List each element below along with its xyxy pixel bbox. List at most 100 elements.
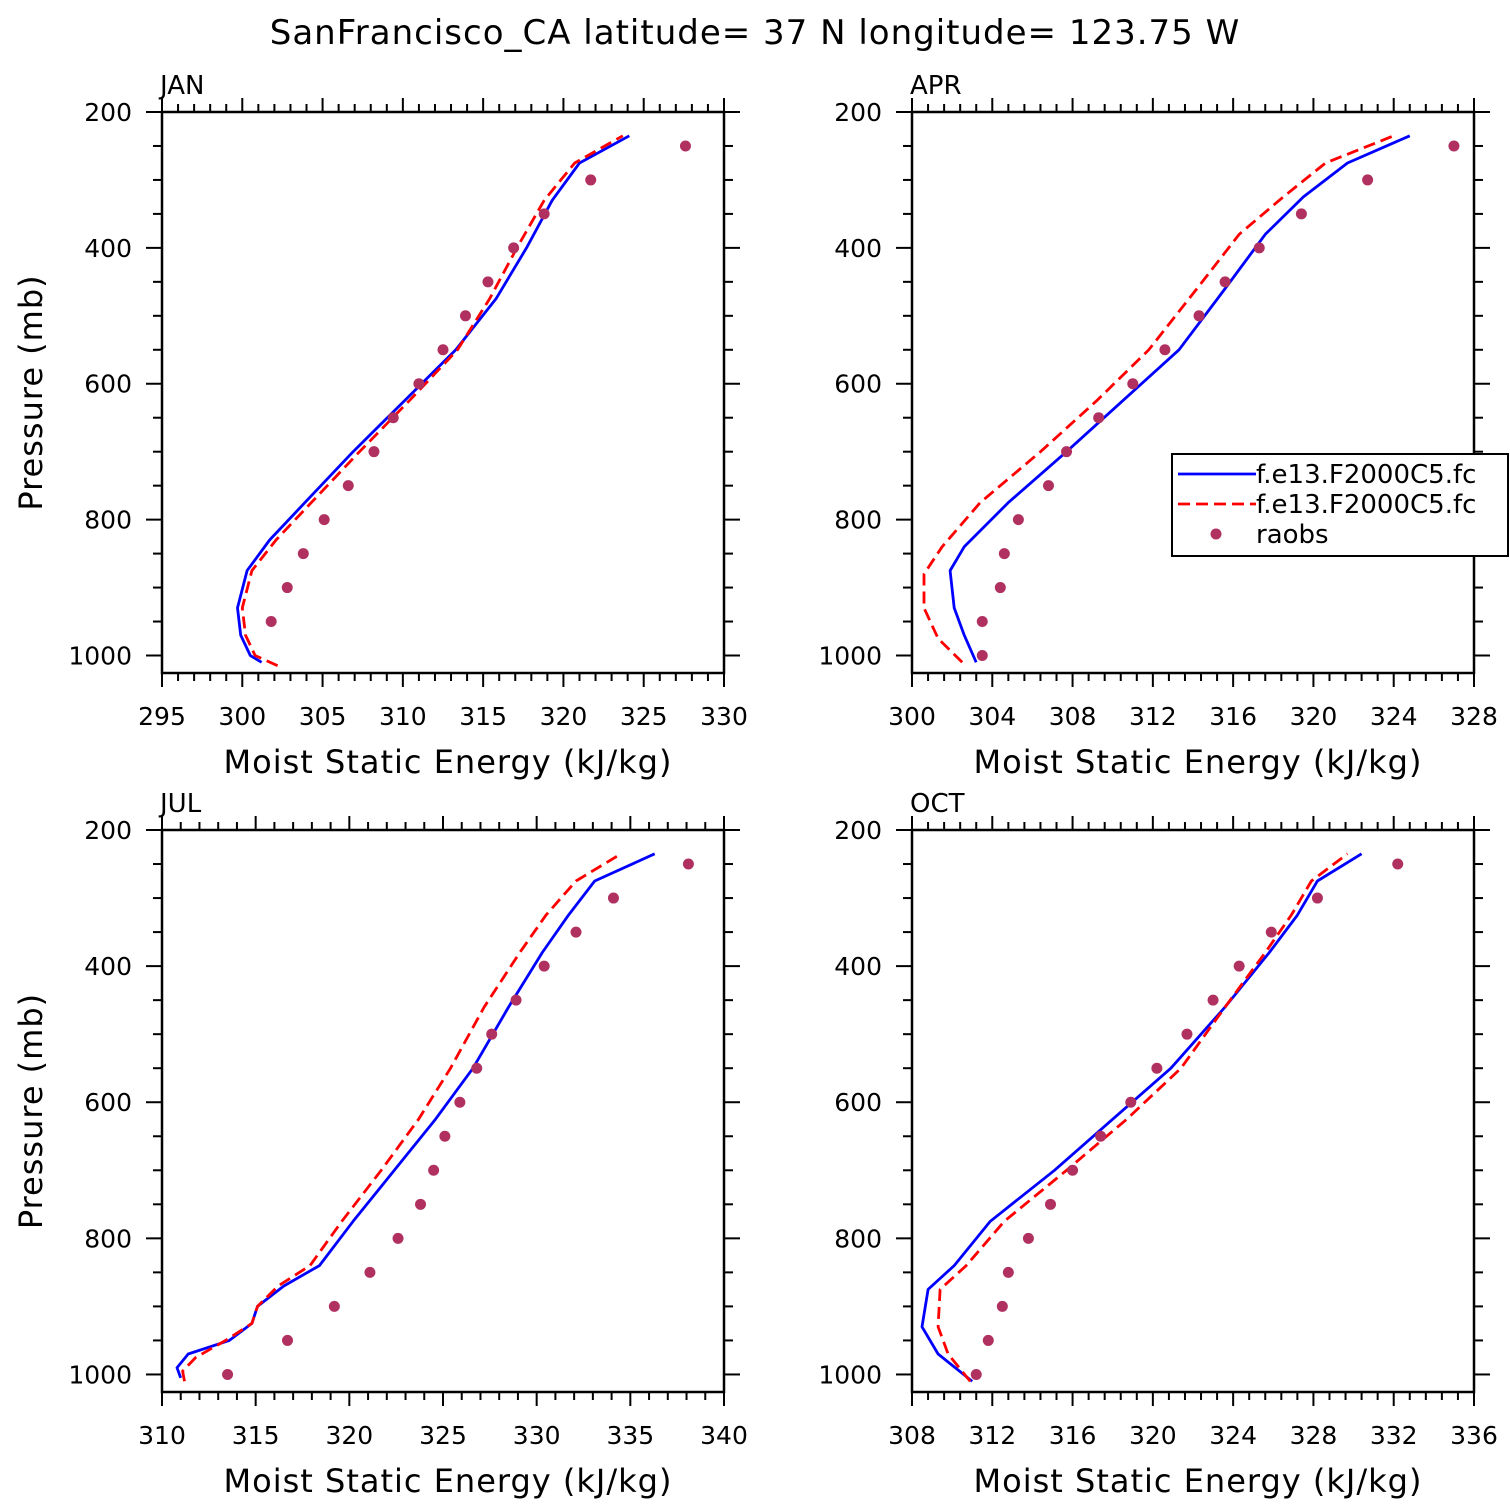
y-tick-label: 600 <box>834 370 882 399</box>
raobs-point <box>328 1300 340 1312</box>
x-tick-label: 332 <box>1370 1421 1418 1450</box>
x-tick-label: 315 <box>232 1421 280 1450</box>
raobs-point <box>976 649 988 661</box>
raobs-point <box>387 412 399 424</box>
raobs-point <box>998 548 1010 560</box>
figure-title: SanFrancisco_CA latitude= 37 N longitude… <box>270 13 1241 53</box>
plot-frame <box>160 110 726 675</box>
raobs-point <box>1002 1266 1014 1278</box>
x-tick-label: 305 <box>299 702 347 731</box>
x-tick-label: 315 <box>459 702 507 731</box>
panel-label: APR <box>910 71 962 101</box>
x-axis-label: Moist Static Energy (kJ/kg) <box>224 1462 673 1500</box>
raobs-point <box>413 378 425 390</box>
x-tick-label: 295 <box>138 702 186 731</box>
legend-label: f.e13.F2000C5.fc <box>1256 460 1476 490</box>
raobs-point <box>1095 1130 1107 1142</box>
panel-label: OCT <box>910 789 965 819</box>
y-tick-label: 1000 <box>818 1360 882 1389</box>
panel-label: JAN <box>158 71 204 101</box>
x-axis-label: Moist Static Energy (kJ/kg) <box>974 743 1423 781</box>
raobs-point <box>1061 446 1073 458</box>
x-tick-label: 312 <box>968 1421 1016 1450</box>
raobs-point <box>1159 344 1171 356</box>
raobs-point <box>1207 994 1219 1006</box>
panel-jul: JUL 310 315 320 325 330 335 340 200 400 600 800 1000… <box>12 789 748 1500</box>
model-line-solid <box>175 852 656 1379</box>
raobs-point <box>508 242 520 254</box>
raobs-point <box>1044 1198 1056 1210</box>
raobs-point <box>392 1232 404 1244</box>
raobs-point <box>682 858 694 870</box>
model-line-solid <box>920 852 1363 1383</box>
model-line-dashed <box>936 852 1349 1383</box>
raobs-point <box>1067 1164 1079 1176</box>
raobs-point <box>471 1062 483 1074</box>
raobs-point <box>1311 892 1323 904</box>
raobs-point <box>1022 1232 1034 1244</box>
raobs-point <box>415 1198 427 1210</box>
raobs-point <box>976 616 988 628</box>
y-tick-label: 600 <box>84 1088 132 1117</box>
y-tick-label: 400 <box>84 952 132 981</box>
x-tick-label: 320 <box>540 702 588 731</box>
raobs-point <box>439 1130 451 1142</box>
raobs-point <box>996 1300 1008 1312</box>
raobs-point <box>368 446 380 458</box>
raobs-point <box>342 480 354 492</box>
panels: JAN 295 300 305 310 315 320 325 330 200 400 600 800 1… <box>12 71 1509 1500</box>
raobs-point <box>1392 858 1404 870</box>
raobs-point <box>970 1368 982 1380</box>
x-tick-label: 330 <box>513 1421 561 1450</box>
legend-label: raobs <box>1256 520 1329 550</box>
raobs-point <box>364 1266 376 1278</box>
y-tick-label: 1000 <box>68 641 132 670</box>
raobs-point <box>538 208 550 220</box>
plot-frame <box>910 828 1476 1394</box>
x-tick-label: 336 <box>1450 1421 1498 1450</box>
x-axis-label: Moist Static Energy (kJ/kg) <box>224 743 673 781</box>
x-tick-label: 300 <box>218 702 266 731</box>
model-line-solid <box>236 134 630 664</box>
raobs-point <box>1193 310 1205 322</box>
raobs-point <box>1253 242 1265 254</box>
raobs-point <box>1012 514 1024 526</box>
raobs-point <box>1125 1096 1137 1108</box>
raobs-point <box>994 582 1006 594</box>
panel-label: JUL <box>158 789 202 819</box>
y-tick-label: 200 <box>834 98 882 127</box>
raobs-point <box>679 140 691 152</box>
x-tick-label: 320 <box>325 1421 373 1450</box>
raobs-point <box>1151 1062 1163 1074</box>
legend-label: f.e13.F2000C5.fc <box>1256 490 1476 520</box>
panel-jan: JAN 295 300 305 310 315 320 325 330 200 400 600 800 1… <box>12 71 748 781</box>
y-axis-label: Pressure (mb) <box>12 274 50 510</box>
y-tick-label: 800 <box>834 1224 882 1253</box>
raobs-point <box>428 1164 440 1176</box>
y-tick-label: 200 <box>84 816 132 845</box>
x-tick-label: 320 <box>1290 702 1338 731</box>
raobs-point <box>1448 140 1460 152</box>
x-tick-label: 304 <box>968 702 1016 731</box>
raobs-point <box>1265 926 1277 938</box>
raobs-point <box>510 994 522 1006</box>
x-tick-label: 328 <box>1450 702 1498 731</box>
raobs-point <box>318 514 330 526</box>
x-tick-label: 308 <box>1049 702 1097 731</box>
raobs-point <box>222 1368 234 1380</box>
x-tick-label: 310 <box>379 702 427 731</box>
x-tick-label: 320 <box>1129 1421 1177 1450</box>
y-axis-label: Pressure (mb) <box>12 993 50 1229</box>
y-tick-label: 800 <box>84 506 132 535</box>
y-tick-label: 400 <box>834 952 882 981</box>
x-tick-label: 316 <box>1209 702 1257 731</box>
x-axis-label: Moist Static Energy (kJ/kg) <box>974 1462 1423 1500</box>
raobs-point <box>585 174 597 186</box>
model-line-dashed <box>922 134 1395 664</box>
raobs-point <box>437 344 449 356</box>
raobs-point <box>607 892 619 904</box>
y-tick-label: 400 <box>84 234 132 263</box>
x-tick-label: 312 <box>1129 702 1177 731</box>
x-tick-label: 316 <box>1049 1421 1097 1450</box>
